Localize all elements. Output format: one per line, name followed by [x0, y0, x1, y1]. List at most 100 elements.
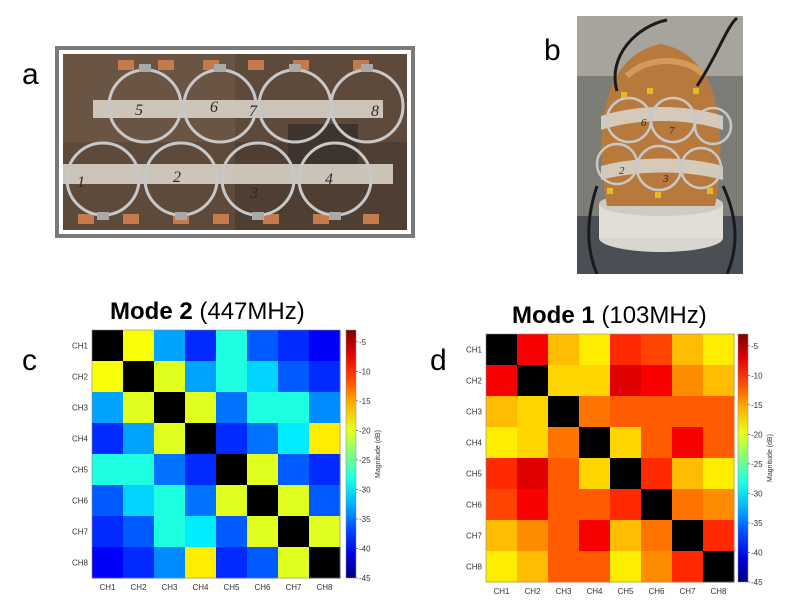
row-label-ch8: CH8 [72, 559, 89, 568]
coil-label-5: 5 [135, 102, 143, 119]
heatmap-cell-r7-c6 [247, 516, 279, 548]
col-label-ch4: CH4 [586, 587, 603, 596]
heatmap-cell-r8-c4 [185, 547, 217, 579]
coil-label-2: 2 [173, 169, 181, 186]
heatmap-cell-r6-c4 [579, 489, 611, 521]
heatmap-cell-r3-c5 [216, 392, 248, 424]
panel-letter-d: d [430, 344, 447, 377]
heatmap-cell-r3-c6 [247, 392, 279, 424]
heatmap-cell-r5-c6 [641, 458, 673, 490]
row-label-ch5: CH5 [72, 466, 89, 475]
heatmap-cell-r3-c3 [154, 392, 186, 424]
row-label-ch2: CH2 [466, 377, 483, 386]
row-label-ch3: CH3 [72, 404, 89, 413]
heatmap-cell-r4-c7 [278, 423, 310, 455]
colorbar [737, 333, 749, 583]
heatmap-cell-r2-c1 [92, 361, 124, 393]
heatmap-cell-r7-c5 [610, 520, 642, 552]
heatmap-cell-r7-c8 [309, 516, 341, 548]
heatmap-cell-r4-c7 [672, 427, 704, 459]
heatmap-cell-r4-c3 [548, 427, 580, 459]
heatmap-cell-r2-c7 [672, 365, 704, 397]
heatmap-cell-r3-c6 [641, 396, 673, 428]
colorbar-tick-label: -35 [751, 519, 763, 528]
colorbar-tick-label: -25 [751, 460, 763, 469]
heatmap-cell-r3-c8 [309, 392, 341, 424]
col-label-ch3: CH3 [555, 587, 572, 596]
heatmap-cell-r8-c6 [641, 551, 673, 583]
col-label-ch4: CH4 [192, 583, 209, 592]
heatmap-cell-r8-c1 [92, 547, 124, 579]
heatmap-cell-r7-c3 [548, 520, 580, 552]
heatmap-cell-r1-c8 [703, 334, 735, 366]
heatmap-cell-r3-c7 [672, 396, 704, 428]
heatmap-cell-r1-c5 [216, 330, 248, 362]
head-phantom-photo: 6 7 2 3 [577, 16, 743, 279]
heatmap-cell-r8-c7 [278, 547, 310, 579]
col-label-ch1: CH1 [99, 583, 116, 592]
heatmap-cell-r1-c7 [672, 334, 704, 366]
heatmap-cell-r2-c6 [641, 365, 673, 397]
heatmap-title-mode2-bold: Mode 2 [110, 298, 193, 325]
heatmap-cell-r8-c5 [216, 547, 248, 579]
heatmap-cell-r4-c6 [247, 423, 279, 455]
coil-connectors [97, 64, 373, 220]
heatmap-cell-r2-c1 [486, 365, 518, 397]
heatmap-cell-r3-c8 [703, 396, 735, 428]
heatmap-cell-r5-c5 [610, 458, 642, 490]
heatmap-cell-r7-c6 [641, 520, 673, 552]
colorbar-tick-label: -45 [751, 578, 763, 587]
heatmap-cell-r8-c4 [579, 551, 611, 583]
heatmap-cell-r4-c2 [517, 427, 549, 459]
col-label-ch8: CH8 [316, 583, 333, 592]
heatmap-title-mode1: Mode 1 (103MHz) [512, 302, 707, 330]
heatmap-title-mode2: Mode 2 (447MHz) [110, 298, 305, 326]
colorbar-tick-label: -25 [359, 456, 371, 465]
heatmap-cell-r5-c1 [486, 458, 518, 490]
heatmap-cell-r2-c2 [123, 361, 155, 393]
col-label-ch6: CH6 [254, 583, 271, 592]
coil-label-1: 1 [77, 174, 85, 191]
heatmap-cell-r4-c5 [610, 427, 642, 459]
heatmap-cell-r5-c8 [309, 454, 341, 486]
heatmap-cell-r7-c1 [486, 520, 518, 552]
row-label-ch6: CH6 [72, 497, 89, 506]
heatmap-cell-r8-c8 [309, 547, 341, 579]
heatmap-cell-r6-c3 [154, 485, 186, 517]
heatmap-title-mode1-freq: (103MHz) [594, 302, 707, 329]
row-label-ch3: CH3 [466, 408, 483, 417]
heatmap-cell-r2-c3 [548, 365, 580, 397]
heatmap-cell-r5-c2 [517, 458, 549, 490]
row-label-ch4: CH4 [72, 435, 89, 444]
heatmap-cell-r2-c4 [579, 365, 611, 397]
heatmap-cell-r5-c6 [247, 454, 279, 486]
heatmap-cell-r6-c7 [278, 485, 310, 517]
heatmap-cell-r2-c6 [247, 361, 279, 393]
panel-letter-b: b [544, 34, 561, 67]
heatmap-cell-r6-c4 [185, 485, 217, 517]
phantom-coil-label-7: 7 [669, 125, 675, 137]
coil-label-7: 7 [249, 103, 258, 120]
colorbar-label: Magnitude (dB) [767, 434, 774, 482]
heatmap-cell-r4-c3 [154, 423, 186, 455]
heatmap-cell-r6-c1 [486, 489, 518, 521]
heatmap-frame [91, 329, 341, 579]
heatmap-cell-r1-c3 [548, 334, 580, 366]
col-label-ch7: CH7 [679, 587, 696, 596]
heatmap-cell-r8-c2 [123, 547, 155, 579]
row-label-ch5: CH5 [466, 470, 483, 479]
heatmap-cell-r5-c2 [123, 454, 155, 486]
colorbar-label: Magnitude (dB) [375, 430, 382, 478]
heatmap-title-mode1-bold: Mode 1 [512, 302, 595, 329]
panel-letter-a: a [22, 58, 39, 91]
coil-array-illustration: 5 6 7 8 1 2 3 4 [63, 54, 407, 230]
heatmap-cell-r7-c2 [123, 516, 155, 548]
colorbar-tick-label: -45 [359, 574, 371, 583]
heatmap-cell-r2-c8 [703, 365, 735, 397]
colorbar [345, 329, 357, 579]
colorbar-tick-label: -35 [359, 515, 371, 524]
heatmap-cell-r4-c4 [185, 423, 217, 455]
heatmap-mode2: CH1 CH2 CH3 CH4 CH5 CH6 CH7 CH8 CH1 CH2 CH3 CH4 CH5 C… [72, 329, 382, 592]
heatmap-cell-r6-c1 [92, 485, 124, 517]
row-label-ch1: CH1 [72, 342, 89, 351]
